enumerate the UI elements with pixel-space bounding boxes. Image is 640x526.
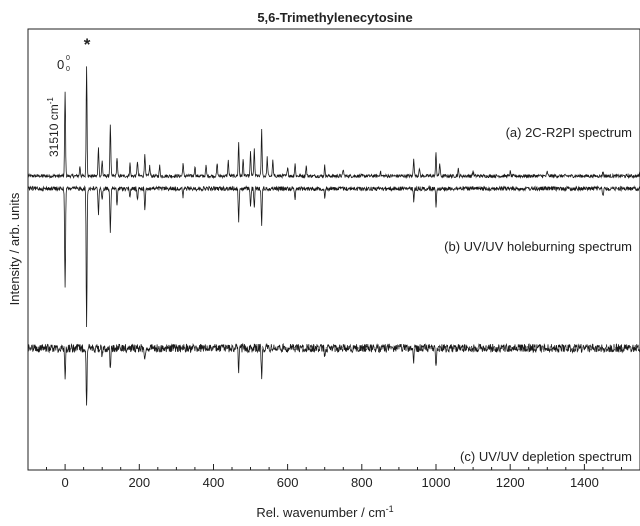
x-tick-label: 1400 — [570, 475, 599, 490]
series-line-2 — [27, 342, 640, 406]
origin-value-unit-sup: -1 — [46, 97, 55, 105]
x-tick-label: 200 — [128, 475, 150, 490]
plot-frame — [27, 28, 640, 471]
x-axis-label-group: Rel. wavenumber / cm-1 — [256, 504, 393, 520]
series-layer — [27, 66, 640, 406]
annotations: 31510 cm-1 0 0 0 * — [46, 35, 91, 157]
series-labels: (a) 2C-R2PI spectrum (b) UV/UV holeburni… — [444, 125, 632, 464]
series-line-1 — [27, 184, 640, 328]
series-label-c: (c) UV/UV depletion spectrum — [460, 449, 632, 464]
x-tick-label: 1200 — [496, 475, 525, 490]
x-axis-label-unit-sup: -1 — [386, 504, 394, 514]
x-axis: 0 200 400 600 800 1000 1200 1400 — [27, 464, 640, 490]
series-label-b: (b) UV/UV holeburning spectrum — [444, 239, 632, 254]
plot-area: 0 200 400 600 800 1000 1200 1400 — [27, 28, 640, 490]
origin-band-sub: 0 — [66, 66, 70, 73]
origin-value-annotation: 31510 cm-1 — [46, 97, 61, 157]
origin-band-sup: 0 — [66, 55, 70, 62]
x-tick-label: 400 — [203, 475, 225, 490]
x-tick-label: 0 — [61, 475, 68, 490]
series-label-a: (a) 2C-R2PI spectrum — [506, 125, 632, 140]
star-marker: * — [84, 35, 91, 54]
chart-title: 5,6-Trimethylenecytosine — [257, 10, 412, 25]
y-axis-label: Intensity / arb. units — [7, 192, 22, 305]
origin-value-text: 31510 cm — [47, 104, 61, 157]
origin-band-label: 0 — [57, 57, 64, 72]
x-tick-label: 800 — [351, 475, 373, 490]
x-axis-label-text: Rel. wavenumber / cm — [256, 505, 385, 520]
origin-band-text: 0 — [57, 57, 64, 72]
series-line-0 — [27, 66, 640, 180]
x-axis-label: Rel. wavenumber / cm-1 — [256, 504, 393, 520]
x-tick-label: 600 — [277, 475, 299, 490]
x-tick-label: 1000 — [422, 475, 451, 490]
y-axis-label-group: Intensity / arb. units — [7, 192, 22, 305]
